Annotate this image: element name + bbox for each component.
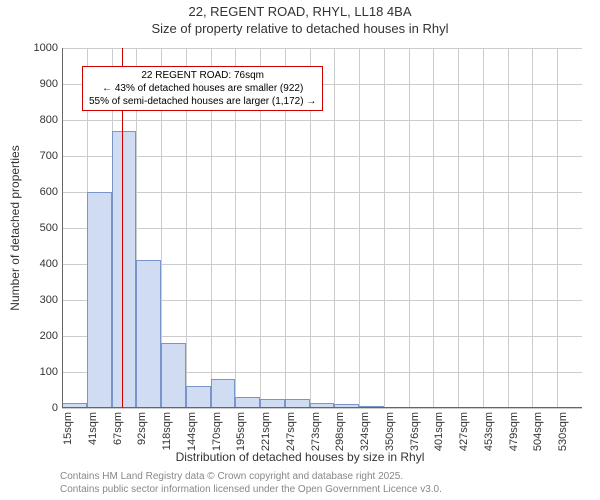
histogram-bar — [186, 386, 211, 408]
footer-line1: Contains HM Land Registry data © Crown c… — [60, 470, 442, 483]
histogram-bar — [87, 192, 112, 408]
grid-line — [62, 192, 582, 193]
histogram-bar — [136, 260, 161, 408]
chart-container: 22, REGENT ROAD, RHYL, LL18 4BA Size of … — [0, 0, 600, 500]
grid-line — [532, 48, 533, 408]
y-tick-label: 600 — [18, 186, 58, 198]
x-tick-label: 350sqm — [384, 412, 396, 452]
x-tick-label: 195sqm — [235, 412, 247, 452]
y-tick-label: 900 — [18, 78, 58, 90]
x-tick-label: 504sqm — [532, 412, 544, 452]
x-tick-label: 118sqm — [161, 412, 173, 452]
annotation-line: 22 REGENT ROAD: 76sqm — [89, 69, 316, 82]
annotation-line: 55% of semi-detached houses are larger (… — [89, 95, 316, 108]
y-tick-label: 100 — [18, 366, 58, 378]
chart-title-block: 22, REGENT ROAD, RHYL, LL18 4BA Size of … — [0, 0, 600, 38]
y-tick-label: 400 — [18, 258, 58, 270]
grid-line — [409, 48, 410, 408]
y-tick-label: 200 — [18, 330, 58, 342]
grid-line — [557, 48, 558, 408]
x-tick-label: 221sqm — [260, 412, 272, 452]
grid-line — [62, 408, 582, 409]
plot-area: 22 REGENT ROAD: 76sqm← 43% of detached h… — [62, 48, 582, 408]
title-line2: Size of property relative to detached ho… — [0, 21, 600, 38]
grid-line — [483, 48, 484, 408]
y-tick-label: 1000 — [18, 42, 58, 54]
x-axis-title: Distribution of detached houses by size … — [0, 450, 600, 464]
grid-line — [359, 48, 360, 408]
footer-attribution: Contains HM Land Registry data © Crown c… — [60, 470, 442, 496]
x-tick-label: 530sqm — [557, 412, 569, 452]
histogram-bar — [211, 379, 236, 408]
x-axis-line — [62, 407, 582, 408]
grid-line — [384, 48, 385, 408]
y-tick-label: 0 — [18, 402, 58, 414]
grid-line — [508, 48, 509, 408]
x-tick-label: 144sqm — [186, 412, 198, 452]
y-tick-label: 700 — [18, 150, 58, 162]
x-tick-label: 376sqm — [409, 412, 421, 452]
x-tick-label: 92sqm — [136, 412, 148, 452]
x-tick-label: 479sqm — [508, 412, 520, 452]
histogram-bar — [112, 131, 137, 408]
x-tick-label: 247sqm — [285, 412, 297, 452]
annotation-box: 22 REGENT ROAD: 76sqm← 43% of detached h… — [82, 66, 323, 111]
grid-line — [433, 48, 434, 408]
grid-line — [62, 156, 582, 157]
y-tick-label: 800 — [18, 114, 58, 126]
footer-line2: Contains public sector information licen… — [60, 483, 442, 496]
y-tick-label: 500 — [18, 222, 58, 234]
grid-line — [334, 48, 335, 408]
title-line1: 22, REGENT ROAD, RHYL, LL18 4BA — [0, 4, 600, 21]
y-tick-label: 300 — [18, 294, 58, 306]
grid-line — [458, 48, 459, 408]
grid-line — [62, 48, 582, 49]
x-tick-label: 401sqm — [433, 412, 445, 452]
x-tick-label: 170sqm — [211, 412, 223, 452]
x-tick-label: 15sqm — [62, 412, 74, 452]
x-tick-label: 453sqm — [483, 412, 495, 452]
histogram-bar — [161, 343, 186, 408]
x-tick-label: 324sqm — [359, 412, 371, 452]
x-tick-label: 273sqm — [310, 412, 322, 452]
grid-line — [62, 120, 582, 121]
annotation-line: ← 43% of detached houses are smaller (92… — [89, 82, 316, 95]
x-tick-label: 67sqm — [112, 412, 124, 452]
x-tick-label: 427sqm — [458, 412, 470, 452]
x-tick-label: 298sqm — [334, 412, 346, 452]
x-tick-label: 41sqm — [87, 412, 99, 452]
y-axis-line — [62, 48, 63, 408]
grid-line — [62, 228, 582, 229]
